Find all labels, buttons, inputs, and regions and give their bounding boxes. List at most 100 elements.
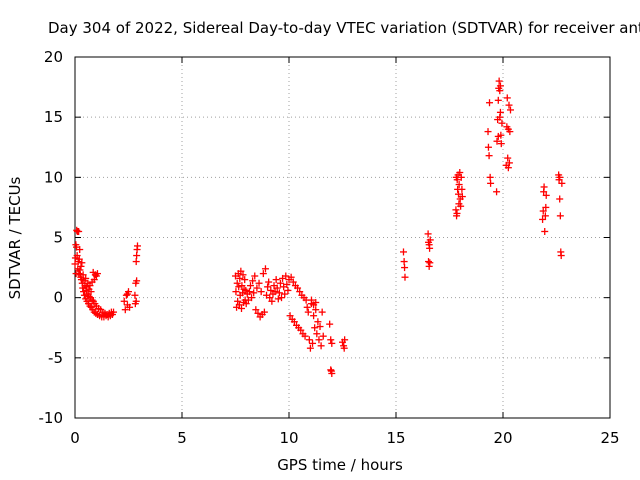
data-point (540, 183, 548, 191)
data-point (261, 265, 269, 273)
data-point (297, 326, 305, 334)
data-point (123, 290, 131, 298)
data-point (506, 106, 514, 114)
data-point (294, 284, 302, 292)
data-point (496, 82, 504, 90)
data-point (233, 279, 241, 287)
data-point (556, 195, 564, 203)
data-point (275, 289, 283, 297)
y-axis-label: SDTVAR / TECUs (6, 176, 24, 299)
data-point (88, 296, 96, 304)
data-point (458, 193, 466, 201)
x-tick-label: 20 (493, 429, 512, 447)
data-point (498, 119, 506, 127)
data-point (86, 302, 94, 310)
data-point (487, 179, 495, 187)
data-point (272, 276, 280, 284)
x-axis-ticks: 0 5 10 15 20 25 (70, 57, 620, 447)
data-point (73, 252, 81, 260)
data-point (289, 278, 297, 286)
data-point (133, 242, 141, 250)
y-axis-ticks: -10 -5 0 5 10 15 20 (39, 48, 610, 427)
data-point (494, 132, 502, 140)
data-point (303, 303, 311, 311)
data-point (556, 212, 564, 220)
data-point (241, 276, 249, 284)
data-point (274, 295, 282, 303)
data-point (493, 137, 501, 145)
data-point (259, 270, 267, 278)
data-point (484, 143, 492, 151)
data-point (268, 297, 276, 305)
data-point (283, 280, 291, 288)
y-tick-label: 10 (44, 168, 63, 186)
data-point (455, 181, 463, 189)
data-point (304, 308, 312, 316)
data-point (504, 164, 512, 172)
data-point (452, 206, 460, 214)
y-tick-label: 20 (44, 48, 63, 66)
data-point (86, 282, 94, 290)
data-point (265, 278, 273, 286)
data-point (77, 262, 85, 270)
data-point (126, 303, 134, 311)
data-point (242, 300, 250, 308)
data-point (400, 258, 408, 266)
data-point (93, 270, 101, 278)
data-point (399, 248, 407, 256)
data-point (316, 323, 324, 331)
data-series-sdtvar (71, 77, 566, 377)
data-point (235, 283, 243, 291)
data-point (484, 128, 492, 136)
data-point (79, 271, 87, 279)
x-tick-label: 25 (600, 429, 619, 447)
data-point (132, 258, 140, 266)
data-point (312, 298, 320, 306)
data-point (485, 152, 493, 160)
data-point (312, 306, 320, 314)
data-point (120, 297, 128, 305)
y-tick-label: 15 (44, 108, 63, 126)
data-point (505, 101, 513, 109)
data-point (286, 312, 294, 320)
data-point (250, 289, 258, 297)
data-point (539, 207, 547, 215)
data-point (246, 282, 254, 290)
data-point (85, 292, 93, 300)
data-point (314, 318, 322, 326)
data-point (78, 259, 86, 267)
data-point (506, 128, 514, 136)
data-point (504, 154, 512, 162)
data-point (75, 255, 83, 263)
chart-title: Day 304 of 2022, Sidereal Day-to-day VTE… (48, 19, 640, 37)
data-point (313, 330, 321, 338)
data-point (426, 244, 434, 252)
data-point (327, 336, 335, 344)
data-point (80, 291, 88, 299)
data-point (458, 185, 466, 193)
data-point (307, 296, 315, 304)
data-point (328, 339, 336, 347)
data-point (539, 215, 547, 223)
x-tick-label: 10 (279, 429, 298, 447)
data-point (486, 173, 494, 181)
data-point (486, 99, 494, 107)
data-point (266, 294, 274, 302)
data-point (87, 288, 95, 296)
data-point (287, 273, 295, 281)
data-point (401, 264, 409, 272)
data-point (541, 212, 549, 220)
data-point (301, 332, 309, 340)
data-point (281, 290, 289, 298)
data-point (318, 308, 326, 316)
data-point (309, 339, 317, 347)
data-point (90, 276, 98, 284)
data-point (311, 324, 319, 332)
data-point (497, 140, 505, 148)
data-point (453, 209, 461, 217)
data-point (122, 291, 130, 299)
data-point (305, 336, 313, 344)
data-point (424, 230, 432, 238)
data-point (341, 336, 349, 344)
